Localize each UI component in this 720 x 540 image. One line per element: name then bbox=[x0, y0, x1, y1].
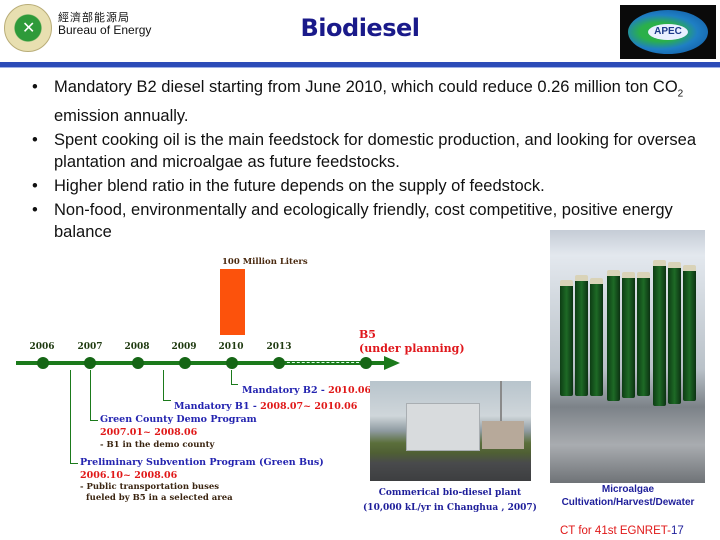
org-name-chinese: 經濟部能源局 bbox=[58, 11, 130, 24]
connector-line bbox=[163, 400, 171, 401]
timeline-dot bbox=[132, 357, 144, 369]
globe-icon: APEC bbox=[628, 10, 708, 54]
volume-bar bbox=[220, 269, 245, 335]
year-label: 2010 bbox=[218, 342, 244, 352]
year-label: 2013 bbox=[266, 342, 292, 352]
plant-photo-caption: Commerical bio-diesel plant (10,000 kL/y… bbox=[363, 488, 537, 513]
future-b5-label: B5 (under planning) bbox=[359, 328, 465, 355]
timeline-axis bbox=[16, 361, 384, 365]
bullet-item: Non-food, environmentally and ecological… bbox=[28, 199, 708, 243]
connector-line bbox=[231, 370, 232, 384]
slide-footer: CT for 41st EGNRET-17 bbox=[560, 525, 684, 537]
timeline-dot bbox=[273, 357, 285, 369]
timeline-dot bbox=[37, 357, 49, 369]
arrow-right-icon bbox=[384, 356, 400, 370]
header-divider bbox=[0, 62, 720, 68]
apec-logo-text: APEC bbox=[648, 24, 688, 40]
slide-title: Biodiesel bbox=[300, 14, 420, 42]
timeline-dot bbox=[226, 357, 238, 369]
timeline-dot bbox=[84, 357, 96, 369]
apec-logo: APEC bbox=[620, 5, 716, 59]
year-label: 2009 bbox=[171, 342, 197, 352]
bureau-of-energy-logo: ✕ bbox=[4, 4, 52, 52]
bullet-item: Higher blend ratio in the future depends… bbox=[28, 175, 708, 197]
leaf-emblem-icon: ✕ bbox=[22, 18, 36, 37]
connector-line bbox=[70, 463, 78, 464]
biodiesel-plant-photo bbox=[370, 381, 531, 481]
year-label: 2007 bbox=[77, 342, 103, 352]
event-mandatory-b1: Mandatory B1 - 2008.07~ 2010.06 bbox=[174, 401, 358, 412]
volume-bar-label: 100 Million Liters bbox=[222, 257, 308, 267]
connector-line bbox=[90, 370, 91, 421]
connector-line bbox=[90, 420, 98, 421]
timeline-future-dash bbox=[282, 362, 364, 363]
timeline-dot bbox=[360, 357, 372, 369]
year-label: 2006 bbox=[29, 342, 55, 352]
connector-line bbox=[70, 370, 71, 464]
algae-photo-caption: Microalgae Cultivation/Harvest/Dewater bbox=[561, 484, 695, 508]
event-green-county: Green County Demo Program 2007.01~ 2008.… bbox=[100, 414, 257, 450]
bullet-list: Mandatory B2 diesel starting from June 2… bbox=[28, 76, 708, 245]
connector-line bbox=[231, 384, 238, 385]
bullet-item: Mandatory B2 diesel starting from June 2… bbox=[28, 76, 708, 127]
microalgae-photo bbox=[550, 230, 705, 483]
bullet-item: Spent cooking oil is the main feedstock … bbox=[28, 129, 708, 173]
connector-line bbox=[163, 370, 164, 401]
org-name-english: Bureau of Energy bbox=[58, 23, 152, 37]
event-mandatory-b2: Mandatory B2 - 2010.06 bbox=[242, 385, 372, 396]
year-label: 2008 bbox=[124, 342, 150, 352]
event-green-bus: Preliminary Subvention Program (Green Bu… bbox=[80, 457, 324, 503]
page-number: 17 bbox=[670, 525, 684, 537]
timeline-dot bbox=[179, 357, 191, 369]
